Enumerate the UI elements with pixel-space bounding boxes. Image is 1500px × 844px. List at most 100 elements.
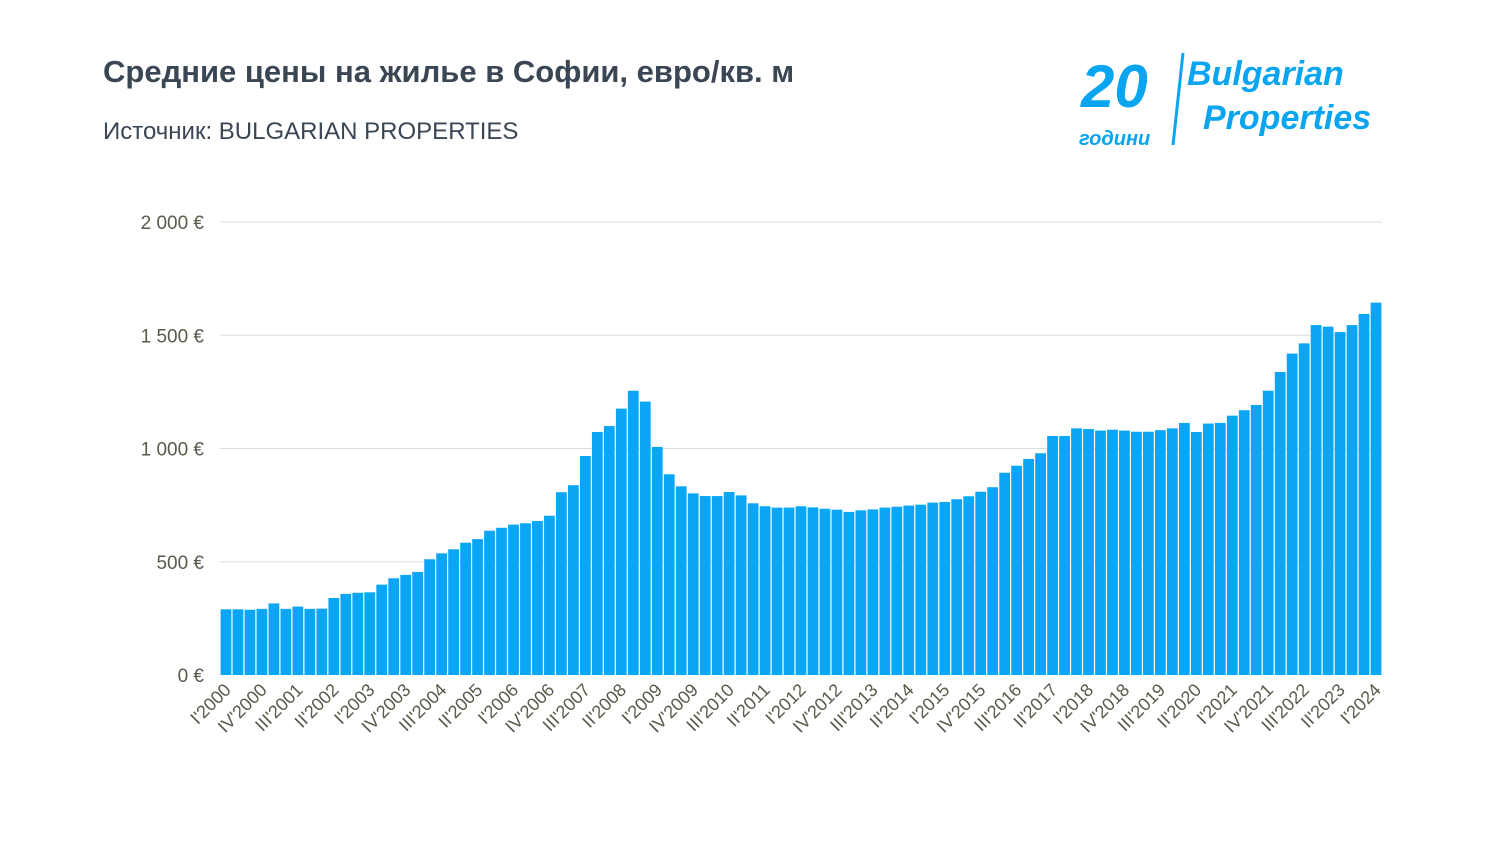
bar	[783, 507, 795, 675]
bar	[771, 507, 783, 675]
bar	[963, 496, 975, 675]
bar	[675, 486, 687, 675]
bar	[879, 507, 891, 675]
y-tick-label: 500 €	[156, 553, 204, 574]
bar	[1083, 429, 1094, 675]
bar	[388, 578, 400, 675]
bar	[352, 592, 364, 675]
bar	[1107, 429, 1118, 675]
chart-subtitle: Источник: BULGARIAN PROPERTIES	[103, 118, 519, 145]
logo-divider	[1171, 52, 1185, 146]
bar	[520, 523, 531, 675]
bar	[1143, 431, 1154, 675]
bar	[1274, 371, 1286, 675]
bar	[1250, 405, 1262, 675]
bar	[927, 502, 939, 675]
bar	[843, 511, 855, 675]
bar	[663, 474, 675, 675]
bar	[304, 608, 316, 675]
bar	[1190, 431, 1202, 675]
bar	[747, 503, 759, 675]
bar	[1166, 428, 1178, 675]
bar	[891, 506, 903, 675]
bar	[376, 584, 388, 675]
bar	[1178, 422, 1190, 675]
bar	[1214, 422, 1226, 675]
bar	[723, 491, 735, 675]
bar	[436, 553, 448, 675]
bar	[328, 597, 340, 675]
bar	[1262, 390, 1274, 675]
bar	[220, 609, 232, 675]
bar	[699, 496, 711, 675]
bar	[1310, 325, 1322, 675]
bar	[364, 592, 376, 675]
bar	[975, 491, 987, 675]
y-tick-label: 1 500 €	[141, 326, 205, 347]
logo-years: години	[1079, 128, 1150, 150]
bar	[915, 504, 927, 675]
bar	[424, 559, 436, 675]
bar	[1131, 431, 1142, 675]
bar	[615, 408, 627, 675]
y-tick-label: 0 €	[178, 666, 205, 687]
bar	[591, 431, 603, 675]
bar	[400, 574, 412, 675]
bar	[340, 593, 352, 675]
bar	[496, 527, 507, 675]
bar	[280, 608, 292, 675]
bar	[556, 492, 567, 675]
bar	[412, 571, 424, 675]
bar	[508, 524, 519, 675]
bar	[1286, 353, 1298, 675]
bar	[987, 487, 999, 675]
bar	[687, 493, 699, 675]
bar	[1346, 325, 1358, 675]
bar	[627, 390, 639, 675]
chart-title: Средние цены на жилье в Софии, евро/кв. …	[103, 54, 795, 89]
bar	[603, 426, 615, 675]
logo-number: 20	[1080, 53, 1148, 120]
bar	[472, 539, 483, 675]
bar	[1226, 415, 1238, 675]
bar	[1095, 430, 1106, 675]
bar	[1154, 430, 1166, 675]
bar	[232, 609, 244, 675]
bar	[1059, 436, 1070, 675]
bar	[1334, 332, 1346, 675]
bar	[292, 606, 304, 675]
bar	[711, 496, 723, 675]
bar	[999, 472, 1011, 675]
bar	[484, 530, 495, 675]
bar	[831, 509, 843, 675]
bar	[568, 485, 579, 675]
bar	[795, 506, 807, 675]
y-tick-label: 2 000 €	[141, 213, 205, 234]
bar	[268, 603, 280, 675]
bar	[819, 508, 831, 675]
y-tick-label: 1 000 €	[141, 440, 205, 461]
bar	[1322, 326, 1334, 675]
bar	[448, 549, 459, 675]
bar	[1370, 302, 1382, 675]
bar	[460, 542, 471, 675]
bar	[579, 455, 591, 675]
bar	[735, 495, 747, 675]
bar	[1035, 453, 1046, 675]
bar	[759, 506, 771, 675]
x-tick-label: I'2024	[1336, 680, 1384, 728]
bar	[903, 505, 915, 675]
bar	[1202, 423, 1214, 675]
bar	[855, 510, 867, 675]
bar	[951, 499, 963, 675]
bar	[1119, 430, 1130, 675]
bar	[651, 446, 663, 675]
logo-brand-line1: Bulgarian	[1187, 55, 1344, 93]
bar	[544, 515, 555, 675]
logo-brand-line2: Properties	[1203, 99, 1371, 137]
bar	[1298, 343, 1310, 675]
bar	[532, 520, 543, 675]
bar	[807, 507, 819, 675]
bar	[1071, 428, 1082, 675]
bar	[1238, 410, 1250, 675]
